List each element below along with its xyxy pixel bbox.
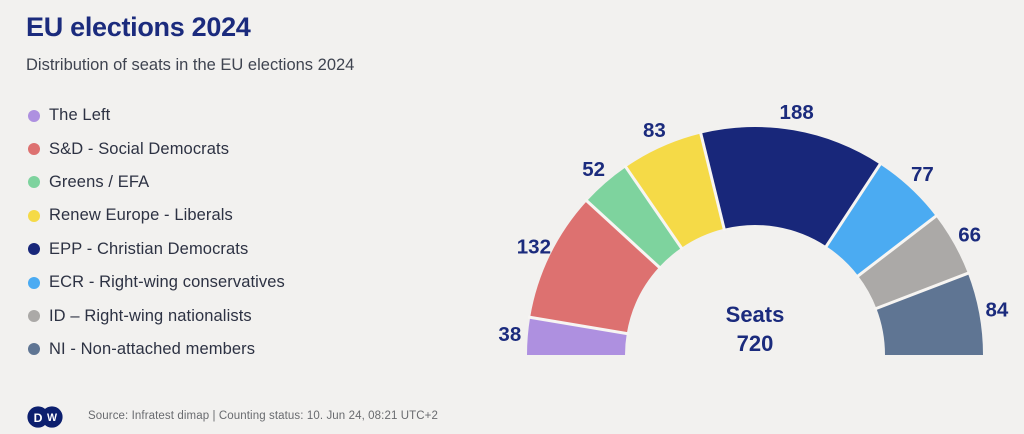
segment-value-label: 188 bbox=[780, 101, 814, 124]
segment-value-label: 38 bbox=[498, 323, 521, 346]
page-subtitle: Distribution of seats in the EU election… bbox=[26, 56, 355, 74]
seat-distribution-chart: 38 132 52 83 188 77 66 84 Seats 720 bbox=[460, 85, 1024, 375]
chart-segment bbox=[700, 126, 881, 247]
legend-color-dot bbox=[28, 209, 40, 222]
segment-separator bbox=[527, 315, 630, 336]
chart-segment bbox=[527, 317, 627, 355]
dw-logo-letter-w: W bbox=[47, 412, 58, 424]
chart-segment bbox=[858, 216, 968, 309]
legend-color-dot bbox=[28, 310, 40, 323]
legend-item-label: EPP - Christian Democrats bbox=[49, 239, 249, 258]
legend-item: NI - Non-attached members bbox=[28, 333, 285, 366]
chart-segment bbox=[876, 273, 983, 355]
legend-color-dot bbox=[28, 143, 40, 156]
legend-item-label: The Left bbox=[49, 106, 111, 125]
segment-separator bbox=[623, 164, 684, 251]
dw-logo-circle-w bbox=[41, 406, 63, 428]
hemicycle-svg: 38 132 52 83 188 77 66 84 Seats 720 bbox=[498, 101, 1008, 356]
chart-center-value: 720 bbox=[737, 331, 774, 356]
segment-separator bbox=[584, 198, 662, 270]
chart-segment bbox=[530, 200, 660, 334]
segment-value-label: 66 bbox=[958, 223, 981, 246]
source-note: Source: Infratest dimap | Counting statu… bbox=[88, 410, 438, 422]
legend-color-dot bbox=[28, 109, 40, 122]
legend-color-dot bbox=[28, 343, 40, 356]
segment-value-label: 77 bbox=[911, 163, 934, 186]
legend-item-label: NI - Non-attached members bbox=[49, 339, 256, 358]
segment-separator bbox=[823, 161, 883, 249]
chart-segment bbox=[826, 164, 936, 276]
legend-item: The Left bbox=[28, 99, 285, 132]
dw-logo-letter-d: D bbox=[34, 411, 43, 425]
legend-item: Greens / EFA bbox=[28, 166, 285, 199]
page-title: EU elections 2024 bbox=[26, 12, 251, 42]
legend-item-label: ID – Right-wing nationalists bbox=[49, 306, 252, 325]
chart-segment bbox=[586, 167, 682, 268]
legend-item: ID – Right-wing nationalists bbox=[28, 299, 285, 332]
segment-value-label: 83 bbox=[643, 119, 666, 142]
legend-item: S&D - Social Democrats bbox=[28, 132, 285, 165]
segment-separator bbox=[873, 271, 971, 311]
segment-value-label: 132 bbox=[517, 236, 551, 259]
legend-item-label: Greens / EFA bbox=[49, 172, 150, 191]
legend-color-dot bbox=[28, 176, 40, 189]
segment-value-label: 84 bbox=[985, 299, 1008, 322]
chart-center-label: Seats bbox=[726, 302, 785, 327]
chart-legend: The Left S&D - Social Democrats Greens / E… bbox=[28, 99, 285, 366]
legend-item: ECR - Right-wing conservatives bbox=[28, 266, 285, 299]
legend-item: EPP - Christian Democrats bbox=[28, 233, 285, 266]
legend-color-dot bbox=[28, 243, 40, 256]
legend-item-label: Renew Europe - Liberals bbox=[49, 206, 233, 225]
segment-separator bbox=[698, 131, 727, 232]
legend-item-label: ECR - Right-wing conservatives bbox=[49, 273, 285, 292]
legend-item: Renew Europe - Liberals bbox=[28, 199, 285, 232]
dw-logo: D W bbox=[27, 406, 63, 428]
chart-segment bbox=[625, 133, 725, 248]
segment-separator bbox=[855, 213, 939, 279]
segment-value-label: 52 bbox=[582, 158, 605, 181]
legend-item-label: S&D - Social Democrats bbox=[49, 139, 230, 158]
legend-color-dot bbox=[28, 276, 40, 289]
